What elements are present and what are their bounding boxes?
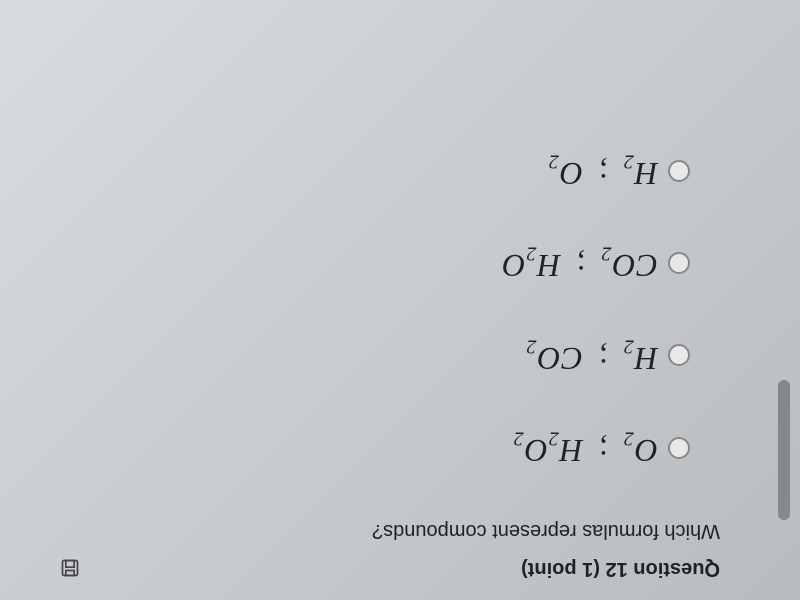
option-row[interactable]: H2 ; CO2 bbox=[60, 334, 690, 376]
scrollbar[interactable] bbox=[778, 380, 790, 520]
radio-button[interactable] bbox=[668, 252, 690, 274]
formula-text: CO2 ; H2O bbox=[501, 242, 658, 284]
option-row[interactable]: H2 ; O2 bbox=[60, 149, 690, 191]
radio-button[interactable] bbox=[668, 160, 690, 182]
radio-button[interactable] bbox=[668, 344, 690, 366]
options-list: O2 ; H2O2 H2 ; CO2 CO2 ; H2O H2 ; O2 bbox=[60, 149, 720, 469]
formula-text: H2 ; CO2 bbox=[526, 334, 658, 376]
question-container: Question 12 (1 point) Which formulas rep… bbox=[0, 79, 800, 600]
question-number: Question 12 (1 point) bbox=[521, 557, 720, 580]
formula-text: H2 ; O2 bbox=[548, 149, 658, 191]
option-row[interactable]: CO2 ; H2O bbox=[60, 242, 690, 284]
formula-text: O2 ; H2O2 bbox=[513, 427, 658, 469]
option-row[interactable]: O2 ; H2O2 bbox=[60, 427, 690, 469]
question-header: Question 12 (1 point) bbox=[60, 557, 720, 580]
question-text: Which formulas represent compounds? bbox=[60, 519, 720, 542]
radio-button[interactable] bbox=[668, 437, 690, 459]
save-icon[interactable] bbox=[60, 559, 80, 579]
